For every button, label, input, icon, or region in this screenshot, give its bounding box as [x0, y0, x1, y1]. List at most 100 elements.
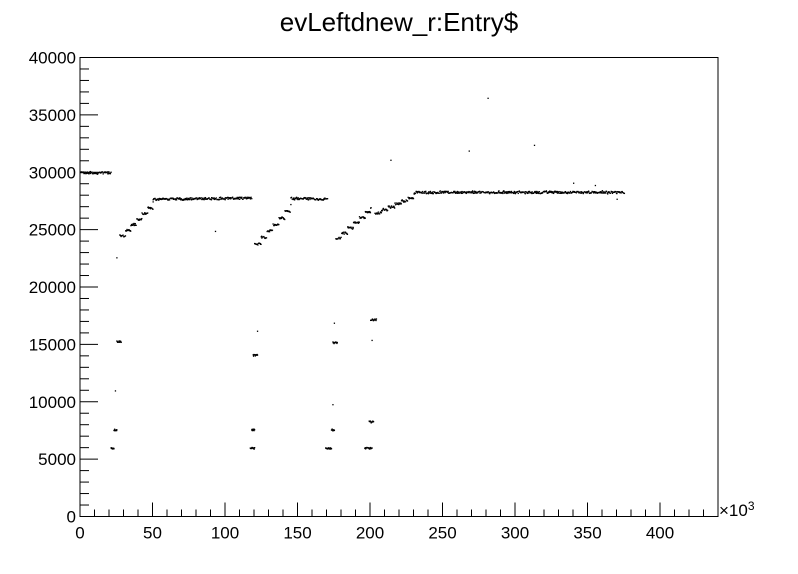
data-point	[118, 341, 121, 343]
data-point	[200, 197, 202, 199]
data-point	[366, 211, 368, 213]
data-point	[290, 197, 292, 199]
data-point	[180, 198, 183, 200]
data-point	[430, 192, 432, 195]
data-point	[390, 205, 393, 207]
data-point	[252, 447, 255, 449]
data-point	[479, 192, 481, 194]
data-point	[369, 212, 372, 214]
data-point	[611, 191, 613, 193]
data-point	[566, 192, 569, 195]
data-point	[124, 235, 127, 237]
data-point	[494, 192, 496, 194]
y-axis: 0 5000 10000 15000 20000 25000 30000 35000 40000	[29, 49, 98, 527]
data-point	[480, 192, 483, 194]
outlier-point	[116, 257, 118, 259]
data-point	[534, 190, 536, 193]
data-point	[378, 213, 381, 215]
data-point	[94, 172, 96, 174]
data-point	[320, 198, 322, 201]
data-point	[123, 236, 125, 238]
data-point	[377, 211, 379, 213]
data-point	[426, 192, 428, 195]
data-point	[324, 197, 326, 199]
data-point	[537, 191, 540, 194]
data-point	[306, 198, 308, 200]
data-point	[395, 202, 397, 204]
data-point	[109, 172, 112, 174]
data-point	[489, 192, 491, 194]
data-point	[367, 211, 369, 213]
data-point	[236, 196, 238, 199]
data-point	[345, 232, 347, 234]
data-point	[601, 190, 603, 193]
data-point	[557, 191, 560, 193]
data-point	[425, 190, 427, 192]
data-point	[567, 191, 570, 193]
data-point	[618, 191, 621, 193]
data-point	[404, 200, 406, 203]
data-point	[225, 197, 227, 199]
data-point	[333, 429, 336, 432]
data-point	[412, 197, 414, 199]
data-point	[584, 191, 586, 193]
data-point	[575, 191, 577, 193]
data-point	[319, 198, 321, 201]
data-point	[242, 198, 244, 200]
data-point	[562, 191, 564, 194]
data-point	[221, 198, 223, 200]
data-point	[336, 342, 338, 345]
data-point	[378, 212, 380, 215]
data-point	[485, 191, 487, 193]
data-point	[514, 191, 516, 193]
data-point	[410, 197, 413, 199]
data-point	[352, 227, 355, 229]
data-point	[168, 198, 170, 200]
data-point	[157, 198, 159, 200]
data-point	[86, 172, 88, 175]
data-point	[219, 196, 222, 198]
data-point	[508, 190, 511, 193]
data-point	[388, 205, 391, 207]
data-point	[163, 198, 165, 200]
data-point	[473, 190, 476, 192]
data-point	[602, 192, 604, 194]
data-point	[262, 236, 264, 238]
data-point	[377, 213, 379, 215]
data-point	[609, 192, 612, 194]
data-point	[371, 421, 374, 423]
data-point	[499, 192, 501, 194]
data-point	[249, 197, 251, 199]
data-point	[323, 197, 326, 199]
data-point	[536, 191, 538, 193]
data-point	[375, 318, 378, 320]
data-point	[401, 199, 403, 201]
data-point	[84, 171, 86, 173]
data-point	[449, 192, 452, 194]
data-point	[512, 191, 514, 194]
data-point	[168, 199, 171, 201]
data-point	[282, 217, 285, 219]
data-point	[484, 192, 486, 194]
data-point	[228, 197, 231, 200]
data-point	[211, 197, 213, 199]
outlier-point	[616, 198, 618, 200]
outlier-point	[214, 230, 217, 233]
data-point	[553, 192, 555, 195]
data-point	[331, 428, 333, 430]
data-point	[224, 199, 226, 201]
data-point	[538, 192, 540, 195]
data-point	[293, 197, 295, 199]
data-point	[227, 196, 229, 198]
data-point	[232, 196, 234, 198]
data-point	[297, 197, 299, 199]
data-point	[592, 191, 594, 193]
data-point	[209, 198, 211, 201]
data-point	[357, 222, 360, 224]
data-point	[136, 218, 139, 220]
data-point	[222, 198, 224, 200]
data-point	[619, 191, 622, 193]
data-point	[528, 190, 531, 193]
data-point	[132, 224, 134, 226]
